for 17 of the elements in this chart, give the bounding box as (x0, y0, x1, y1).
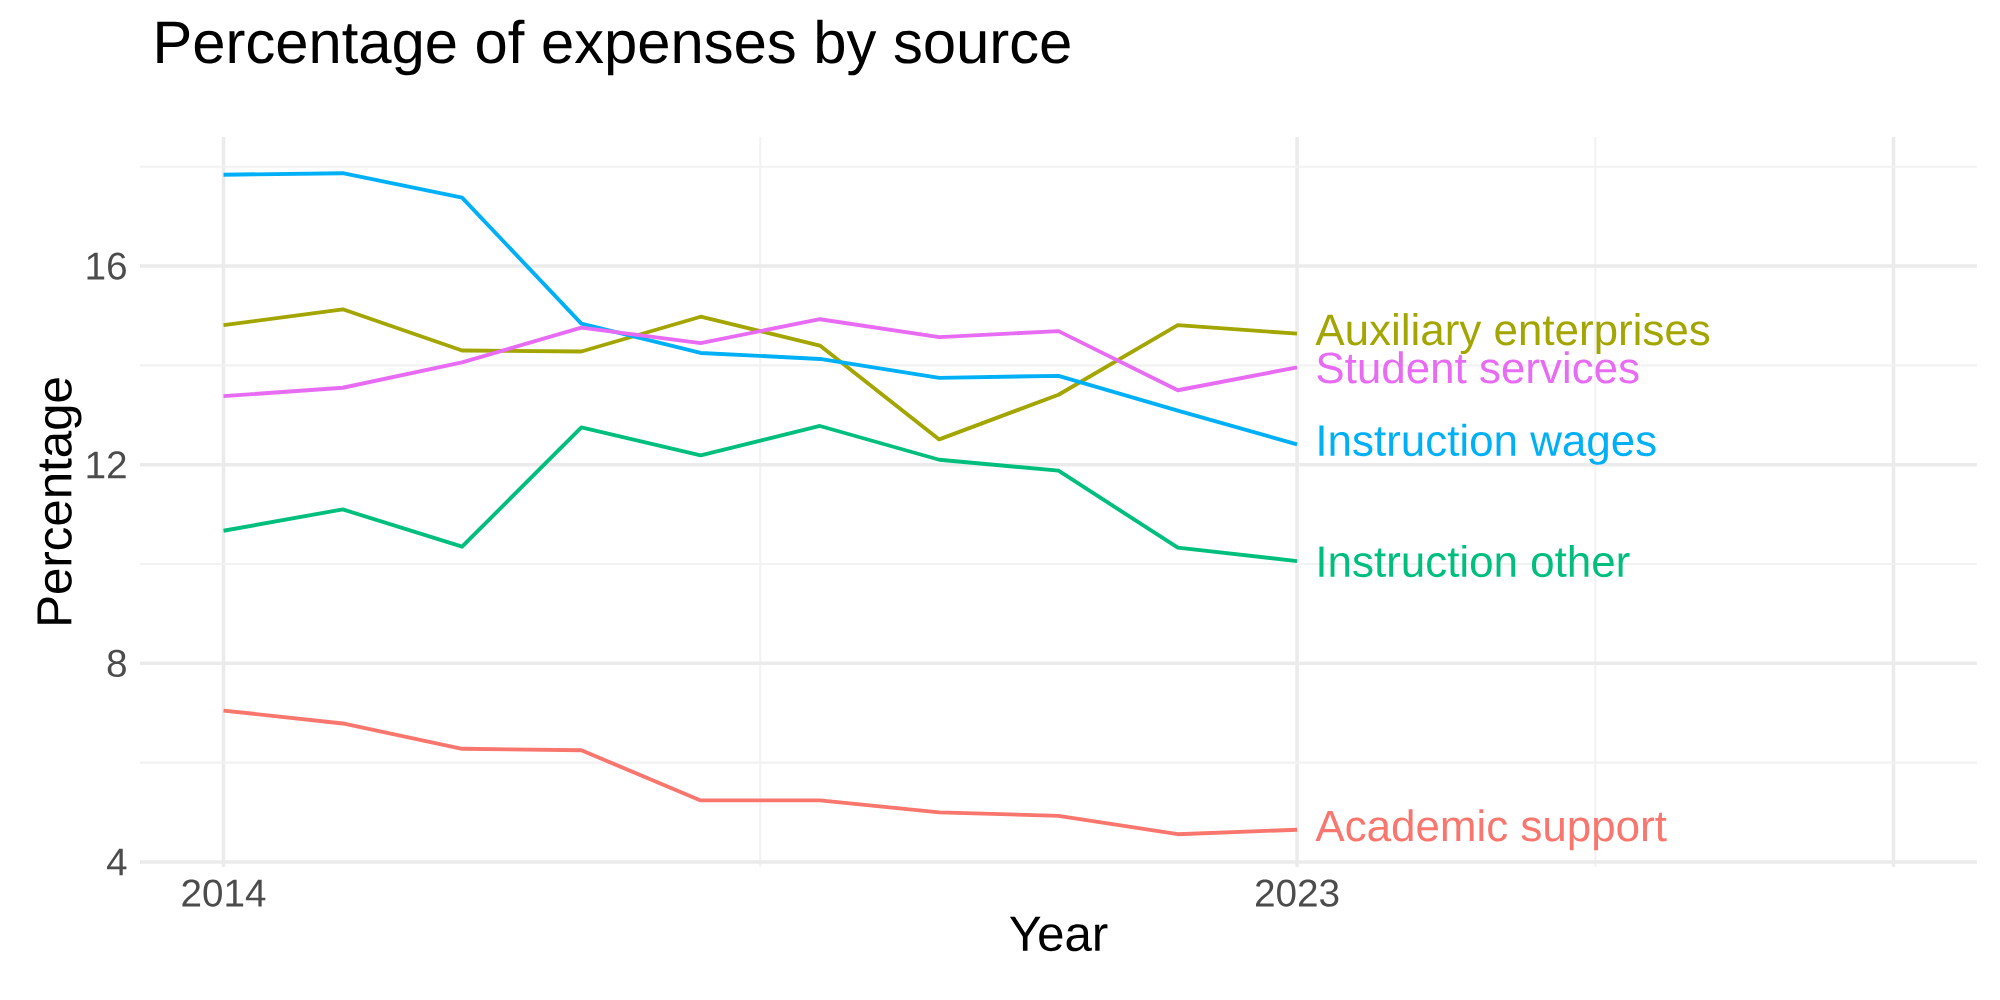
y-tick-label: 8 (107, 649, 126, 678)
x-tick-label: 2023 (1256, 879, 1339, 907)
series-label: Instruction other (1319, 544, 1630, 578)
x-axis-title: Year (1009, 916, 1108, 952)
y-axis-title: Percentage (37, 378, 82, 624)
line-series (221, 424, 1300, 564)
y-tick-label: 12 (87, 451, 126, 479)
line-series (221, 317, 1300, 399)
series-label: Instruction wages (1319, 423, 1656, 465)
line-series (221, 171, 1300, 447)
line-series (221, 307, 1300, 442)
series-label: Academic support (1315, 809, 1667, 851)
line-series (221, 708, 1300, 837)
y-tick-label: 16 (87, 252, 126, 280)
chart-title: Percentage of expenses by source (157, 19, 1070, 76)
y-tick-label: 4 (106, 848, 127, 876)
x-tick-label: 2014 (182, 879, 266, 907)
